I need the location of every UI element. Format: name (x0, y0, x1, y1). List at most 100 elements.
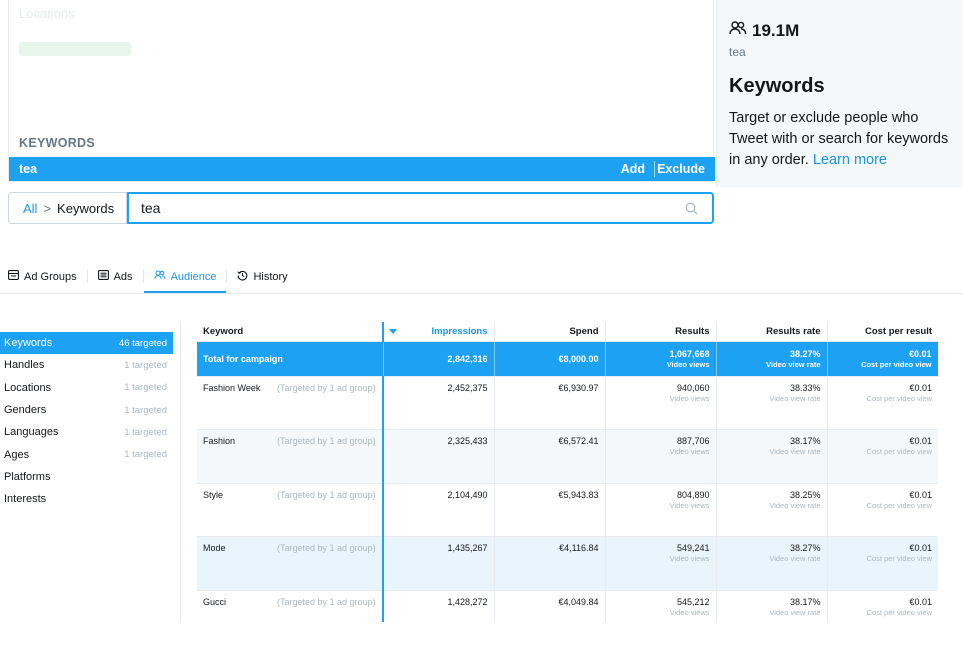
breadcrumb-all[interactable]: All (23, 200, 38, 216)
keyword-name: Gucci (203, 596, 227, 607)
cell-value: €0.01 (908, 348, 932, 359)
learn-more-link[interactable]: Learn more (812, 152, 887, 168)
table-row[interactable]: Fashion (Targeted by 1 ad group) 2,325,43… (197, 429, 938, 484)
sidebar-item-label: Genders (4, 404, 47, 417)
rate-cell: 38.17% Video view rate (716, 429, 828, 484)
audience-size: 19.1M (752, 20, 800, 40)
ad-groups-icon (8, 270, 19, 283)
tab-bar: Ad Groups Ads Audience History (0, 262, 963, 294)
total-spend: €8,000.00 (494, 341, 606, 377)
cell-subtext: Cost per video view (866, 500, 932, 510)
sidebar-item-keywords[interactable]: Keywords 46 targeted (0, 332, 173, 355)
keyword-table-container: Keyword Impressions Spend Results Result… (197, 322, 963, 622)
table-row[interactable]: Fashion Week (Targeted by 1 ad group) 2,4… (197, 376, 938, 430)
sidebar-item-handles[interactable]: Handles 1 targeted (0, 354, 173, 376)
cell-subtext: Cost per video view (866, 554, 932, 563)
action-separator (654, 161, 655, 177)
keyword-name: Fashion (203, 436, 236, 446)
keyword-performance-table: Keyword Impressions Spend Results Result… (197, 322, 939, 622)
cell-subtext: Video views (669, 393, 710, 403)
sidebar-item-count: 1 targeted (124, 404, 167, 416)
targeted-note: (Targeted by 1 ad group) (277, 543, 376, 553)
sidebar-item-label: Ages (4, 448, 30, 461)
keyword-name: Fashion Week (203, 382, 261, 393)
tab-ads[interactable]: Ads (88, 262, 143, 291)
cell-value: 38.25% (789, 489, 821, 500)
audience-icon (153, 270, 166, 283)
sidebar-item-label: Handles (4, 359, 45, 372)
sidebar-item-platforms[interactable]: Platforms (0, 466, 173, 488)
spend-cell: €5,943.83 (494, 483, 606, 537)
tab-label: Audience (170, 270, 217, 283)
column-header-results[interactable]: Results (605, 322, 717, 342)
impressions-cell: 1,435,267 (383, 536, 495, 591)
column-header-impressions[interactable]: Impressions (383, 322, 495, 342)
info-keyword: tea (729, 45, 746, 59)
tab-history[interactable]: History (227, 262, 297, 291)
audience-size-row: 19.1M (729, 20, 951, 41)
faded-chip (19, 42, 131, 56)
sidebar-item-interests[interactable]: Interests (0, 488, 173, 510)
cell-value: 38.27% (789, 348, 821, 359)
cell-value: 1,067,668 (669, 348, 710, 359)
search-icon[interactable] (685, 202, 698, 220)
add-keyword-button[interactable]: Add (620, 162, 645, 176)
cell-subtext: Cost per video view (866, 447, 932, 456)
sidebar-item-locations[interactable]: Locations 1 targeted (0, 377, 173, 399)
spend-cell: €4,049.84 (494, 590, 606, 622)
breadcrumb: All > Keywords (9, 193, 127, 223)
tab-ad-groups[interactable]: Ad Groups (8, 262, 87, 291)
column-header-results-rate[interactable]: Results rate (716, 322, 828, 342)
tab-label: History (253, 270, 288, 283)
results-cell: 545,212 Video views (605, 590, 717, 622)
table-row[interactable]: Gucci (Targeted by 1 ad group) 1,428,272 … (197, 590, 938, 622)
results-cell: 940,060 Video views (605, 376, 717, 430)
tab-label: Ads (113, 270, 133, 283)
tab-audience[interactable]: Audience (143, 262, 227, 293)
cell-value: 549,241 (676, 543, 710, 553)
sidebar-item-count: 1 targeted (124, 449, 167, 461)
cell-subtext: Video view rate (769, 607, 821, 617)
cell-value: €0.01 (909, 596, 932, 607)
cell-value: €0.01 (909, 382, 932, 393)
sidebar-item-genders[interactable]: Genders 1 targeted (0, 399, 173, 421)
history-icon (237, 270, 248, 284)
rate-cell: 38.17% Video view rate (716, 590, 828, 622)
column-header-cost-per-result[interactable]: Cost per result (827, 322, 938, 342)
sidebar-item-label: Platforms (4, 470, 51, 483)
impressions-cell: 2,104,490 (383, 483, 495, 537)
tab-divider (142, 270, 144, 283)
cell-value: €0.01 (909, 436, 932, 446)
cell-subtext: Cost per video view (861, 359, 932, 369)
impressions-cell: 2,325,433 (383, 429, 495, 484)
keywords-heading: KEYWORDS (19, 136, 96, 150)
sidebar-item-ages[interactable]: Ages 1 targeted (0, 443, 173, 465)
keyword-suggestion-row[interactable]: tea Add Exclude (9, 157, 715, 181)
cell-value: €0.01 (909, 489, 932, 500)
sidebar-item-count: 1 targeted (124, 426, 167, 438)
table-row[interactable]: Style (Targeted by 1 ad group) 2,104,490 … (197, 483, 938, 537)
total-impressions: 2,842,316 (383, 341, 495, 377)
impressions-cell: 2,452,375 (383, 376, 495, 430)
cell-value: 38.33% (789, 382, 821, 393)
rate-cell: 38.25% Video view rate (716, 483, 828, 537)
keyword-name: Mode (203, 543, 226, 553)
column-header-spend[interactable]: Spend (494, 322, 606, 342)
cell-subtext: Cost per video view (866, 393, 932, 403)
total-label: Total for campaign (197, 341, 384, 377)
sidebar-divider (180, 322, 181, 622)
table-header-row: Keyword Impressions Spend Results Result… (197, 322, 938, 342)
faded-section-label: Locations (19, 6, 75, 21)
table-row-hovered[interactable]: Mode (Targeted by 1 ad group) 1,435,267 €… (197, 536, 938, 591)
sidebar-item-label: Keywords (4, 337, 53, 350)
search-input[interactable] (141, 200, 661, 216)
cell-value: €0.01 (909, 543, 932, 553)
results-cell: 549,241 Video views (605, 536, 717, 591)
info-description-text: Target or exclude people who Tweet with … (729, 110, 949, 168)
cell-subtext: Video views (666, 359, 710, 369)
exclude-keyword-button[interactable]: Exclude (657, 162, 705, 176)
cell-subtext: Video views (669, 447, 710, 456)
column-header-keyword[interactable]: Keyword (197, 322, 384, 342)
keyword-cell: Fashion Week (Targeted by 1 ad group) (197, 376, 384, 430)
sidebar-item-languages[interactable]: Languages 1 targeted (0, 421, 173, 443)
